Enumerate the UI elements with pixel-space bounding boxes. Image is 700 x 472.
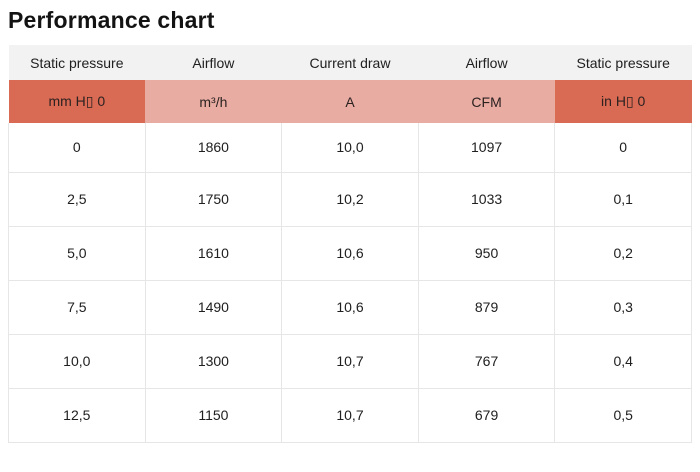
table-cell: 0,4 (554, 333, 692, 389)
table-cell: 1150 (144, 387, 283, 443)
table-cell: 5,0 (8, 225, 146, 281)
table-cell: 879 (417, 279, 556, 335)
table-cell: 10,6 (281, 225, 419, 281)
table-cell: 10,7 (281, 387, 419, 443)
table-cell: 0,5 (554, 387, 692, 443)
table-cell: 12,5 (8, 387, 146, 443)
table-cell: 0,1 (554, 171, 692, 227)
column-header-airflow-metric: Airflow (145, 45, 282, 80)
table-cell: 1097 (417, 123, 556, 173)
table-cell: 1033 (417, 171, 556, 227)
unit-cell-cfm: CFM (418, 80, 555, 123)
table-row: 2,5 1750 10,2 1033 0,1 (8, 171, 692, 227)
table-cell: 7,5 (8, 279, 146, 335)
header-row: Static pressure Airflow Current draw Air… (8, 45, 692, 80)
table-row: 10,0 1300 10,7 767 0,4 (8, 333, 692, 389)
table-cell: 10,2 (281, 171, 419, 227)
table-row: 12,5 1150 10,7 679 0,5 (8, 387, 692, 443)
table-cell: 767 (417, 333, 556, 389)
table-cell: 0 (8, 123, 146, 173)
column-header-airflow-imperial: Airflow (418, 45, 555, 80)
table-cell: 1490 (144, 279, 283, 335)
unit-cell-in-h2o: in H▯ 0 (554, 80, 692, 123)
table-cell: 1860 (144, 123, 283, 173)
table-cell: 1750 (144, 171, 283, 227)
column-header-current-draw: Current draw (281, 45, 419, 80)
column-header-static-pressure-metric: Static pressure (8, 45, 146, 80)
unit-cell-mm-h2o: mm H▯ 0 (8, 80, 146, 123)
table-cell: 950 (417, 225, 556, 281)
performance-table: Static pressure Airflow Current draw Air… (8, 45, 692, 443)
column-header-static-pressure-imperial: Static pressure (554, 45, 692, 80)
table-row: 0 1860 10,0 1097 0 (8, 123, 692, 173)
table-cell: 0,2 (554, 225, 692, 281)
unit-row: mm H▯ 0 m³/h A CFM in H▯ 0 (8, 80, 692, 123)
table-cell: 10,0 (281, 123, 419, 173)
table-cell: 10,0 (8, 333, 146, 389)
table-cell: 10,7 (281, 333, 419, 389)
table-cell: 2,5 (8, 171, 146, 227)
table-cell: 0,3 (554, 279, 692, 335)
unit-cell-amps: A (281, 80, 419, 123)
table-cell: 0 (554, 123, 692, 173)
table-cell: 1300 (144, 333, 283, 389)
table-cell: 679 (417, 387, 556, 443)
table-row: 5,0 1610 10,6 950 0,2 (8, 225, 692, 281)
page-title: Performance chart (8, 7, 215, 33)
table-row: 7,5 1490 10,6 879 0,3 (8, 279, 692, 335)
table-body: 0 1860 10,0 1097 0 2,5 1750 10,2 1033 0,… (8, 123, 692, 443)
table-cell: 1610 (144, 225, 283, 281)
unit-cell-m3h: m³/h (145, 80, 282, 123)
table-cell: 10,6 (281, 279, 419, 335)
